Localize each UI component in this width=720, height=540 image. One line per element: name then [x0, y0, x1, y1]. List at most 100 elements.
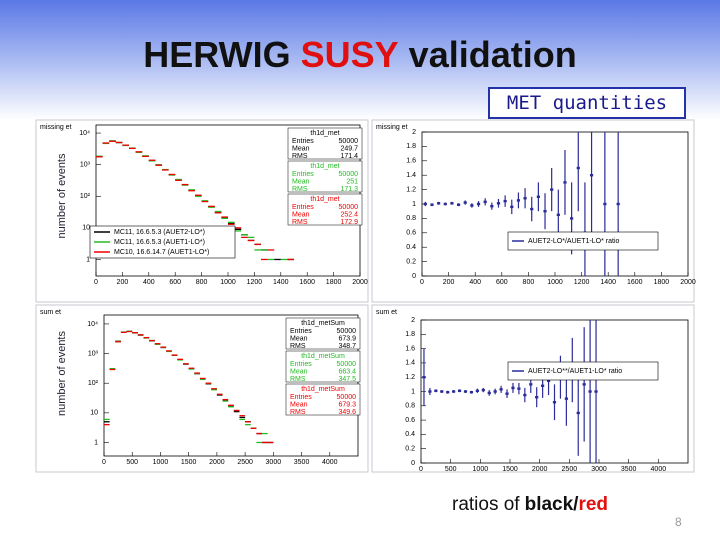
- stats-label: Entries: [290, 328, 312, 335]
- y-tick-label: 0.6: [405, 417, 415, 424]
- point: [430, 203, 434, 206]
- x-tick-label: 1000: [547, 279, 563, 286]
- point: [496, 202, 501, 205]
- point: [443, 202, 447, 206]
- legend-label: MC10, 16.6.14.7 (AUET1-LO*): [114, 249, 209, 256]
- x-tick-label: 3500: [294, 459, 310, 466]
- point: [570, 217, 574, 220]
- y-tick-label: 0.4: [405, 431, 415, 438]
- y-tick-label: 10⁴: [87, 321, 98, 328]
- point: [503, 199, 507, 203]
- stats-box: [287, 127, 363, 160]
- stats-value: 50000: [339, 204, 359, 211]
- y-tick-label: 0.4: [406, 244, 416, 251]
- x-tick-label: 1000: [153, 459, 169, 466]
- point: [556, 213, 560, 216]
- point: [594, 390, 598, 393]
- point: [530, 207, 534, 211]
- stats-value: 171.3: [340, 186, 358, 193]
- point: [536, 195, 540, 198]
- x-tick-label: 4000: [651, 466, 667, 473]
- x-tick-label: 1000: [473, 466, 489, 473]
- x-tick-label: 3500: [621, 466, 637, 473]
- stats-label: Mean: [290, 401, 308, 408]
- stats-title: th1d_met: [310, 130, 339, 137]
- point: [463, 201, 467, 204]
- point: [552, 401, 557, 404]
- y-tick-label: 1.4: [405, 360, 415, 367]
- title-part: SUSY: [300, 34, 399, 75]
- legend-box: [507, 361, 659, 381]
- point: [511, 386, 515, 390]
- stats-value: 50000: [337, 361, 357, 368]
- stats-value: 50000: [337, 394, 357, 401]
- x-tick-label: 1600: [627, 279, 643, 286]
- point: [523, 197, 527, 200]
- stats-label: Entries: [292, 171, 314, 178]
- point: [510, 205, 514, 209]
- slide-title: HERWIG SUSY validation: [0, 34, 720, 76]
- y-tick-label: 10²: [80, 193, 91, 200]
- point: [541, 384, 545, 387]
- y-tick-label: 1.8: [405, 331, 415, 338]
- x-tick-label: 0: [102, 459, 106, 466]
- x-tick-label: 2000: [209, 459, 225, 466]
- stats-box: [285, 383, 361, 416]
- point: [576, 166, 580, 170]
- subtitle: MET quantities: [488, 87, 686, 119]
- x-tick-label: 1600: [299, 279, 315, 286]
- point: [483, 200, 487, 204]
- y-tick-label: 1.8: [406, 143, 416, 150]
- stats-value: 251: [346, 178, 358, 185]
- y-tick-label: 10³: [80, 162, 91, 169]
- y-tick-label: 0.6: [406, 230, 416, 237]
- title-part: HERWIG: [143, 34, 291, 75]
- y-tick-label: 1: [94, 439, 98, 446]
- x-tick-label: 500: [126, 459, 138, 466]
- stats-title: th1d_met: [310, 196, 339, 203]
- footer-part: ratios of: [452, 494, 520, 515]
- y-tick-label: 1.6: [405, 345, 415, 352]
- point: [434, 389, 438, 392]
- x-tick-label: 800: [196, 279, 208, 286]
- stats-title: th1d_metSum: [301, 386, 345, 393]
- x-tick-label: 0: [419, 466, 423, 473]
- y-axis-label: number of events: [56, 331, 68, 416]
- stats-title: th1d_metSum: [301, 353, 345, 360]
- stats-label: Entries: [292, 138, 314, 145]
- point: [475, 389, 479, 392]
- x-tick-label: 2000: [680, 279, 696, 286]
- footer-part: red: [578, 494, 609, 515]
- x-tick-label: 400: [143, 279, 155, 286]
- y-tick-label: 0.2: [405, 446, 415, 453]
- point: [603, 202, 607, 206]
- stats-label: Mean: [292, 145, 310, 152]
- legend-label: AUET2-LO*/AUET1-LO* ratio: [528, 238, 620, 245]
- point: [437, 202, 441, 205]
- point: [481, 388, 485, 392]
- point: [563, 181, 567, 184]
- y-tick-label: 1: [412, 201, 416, 208]
- x-tick-label: 400: [469, 279, 481, 286]
- stats-value: 252.4: [340, 211, 358, 218]
- plot-area: [422, 320, 598, 463]
- stats-title: th1d_met: [310, 163, 339, 170]
- x-tick-label: 1200: [247, 279, 263, 286]
- stats-box: [285, 317, 361, 350]
- stats-value: 50000: [339, 138, 359, 145]
- point: [450, 202, 454, 205]
- x-tick-label: 2500: [237, 459, 253, 466]
- x-tick-label: 4000: [322, 459, 338, 466]
- point: [499, 388, 503, 391]
- y-tick-label: 0: [411, 460, 415, 467]
- stats-value: 172.9: [340, 219, 358, 226]
- stats-value: 348.7: [338, 343, 356, 350]
- point: [493, 390, 497, 393]
- legend-box: [89, 225, 236, 259]
- x-tick-label: 600: [496, 279, 508, 286]
- y-tick-label: 1: [86, 256, 90, 263]
- point: [452, 390, 456, 393]
- legend-label: MC11, 16.6.5.3 (AUET1-LO*): [114, 239, 205, 246]
- y-tick-label: 1.6: [406, 158, 416, 165]
